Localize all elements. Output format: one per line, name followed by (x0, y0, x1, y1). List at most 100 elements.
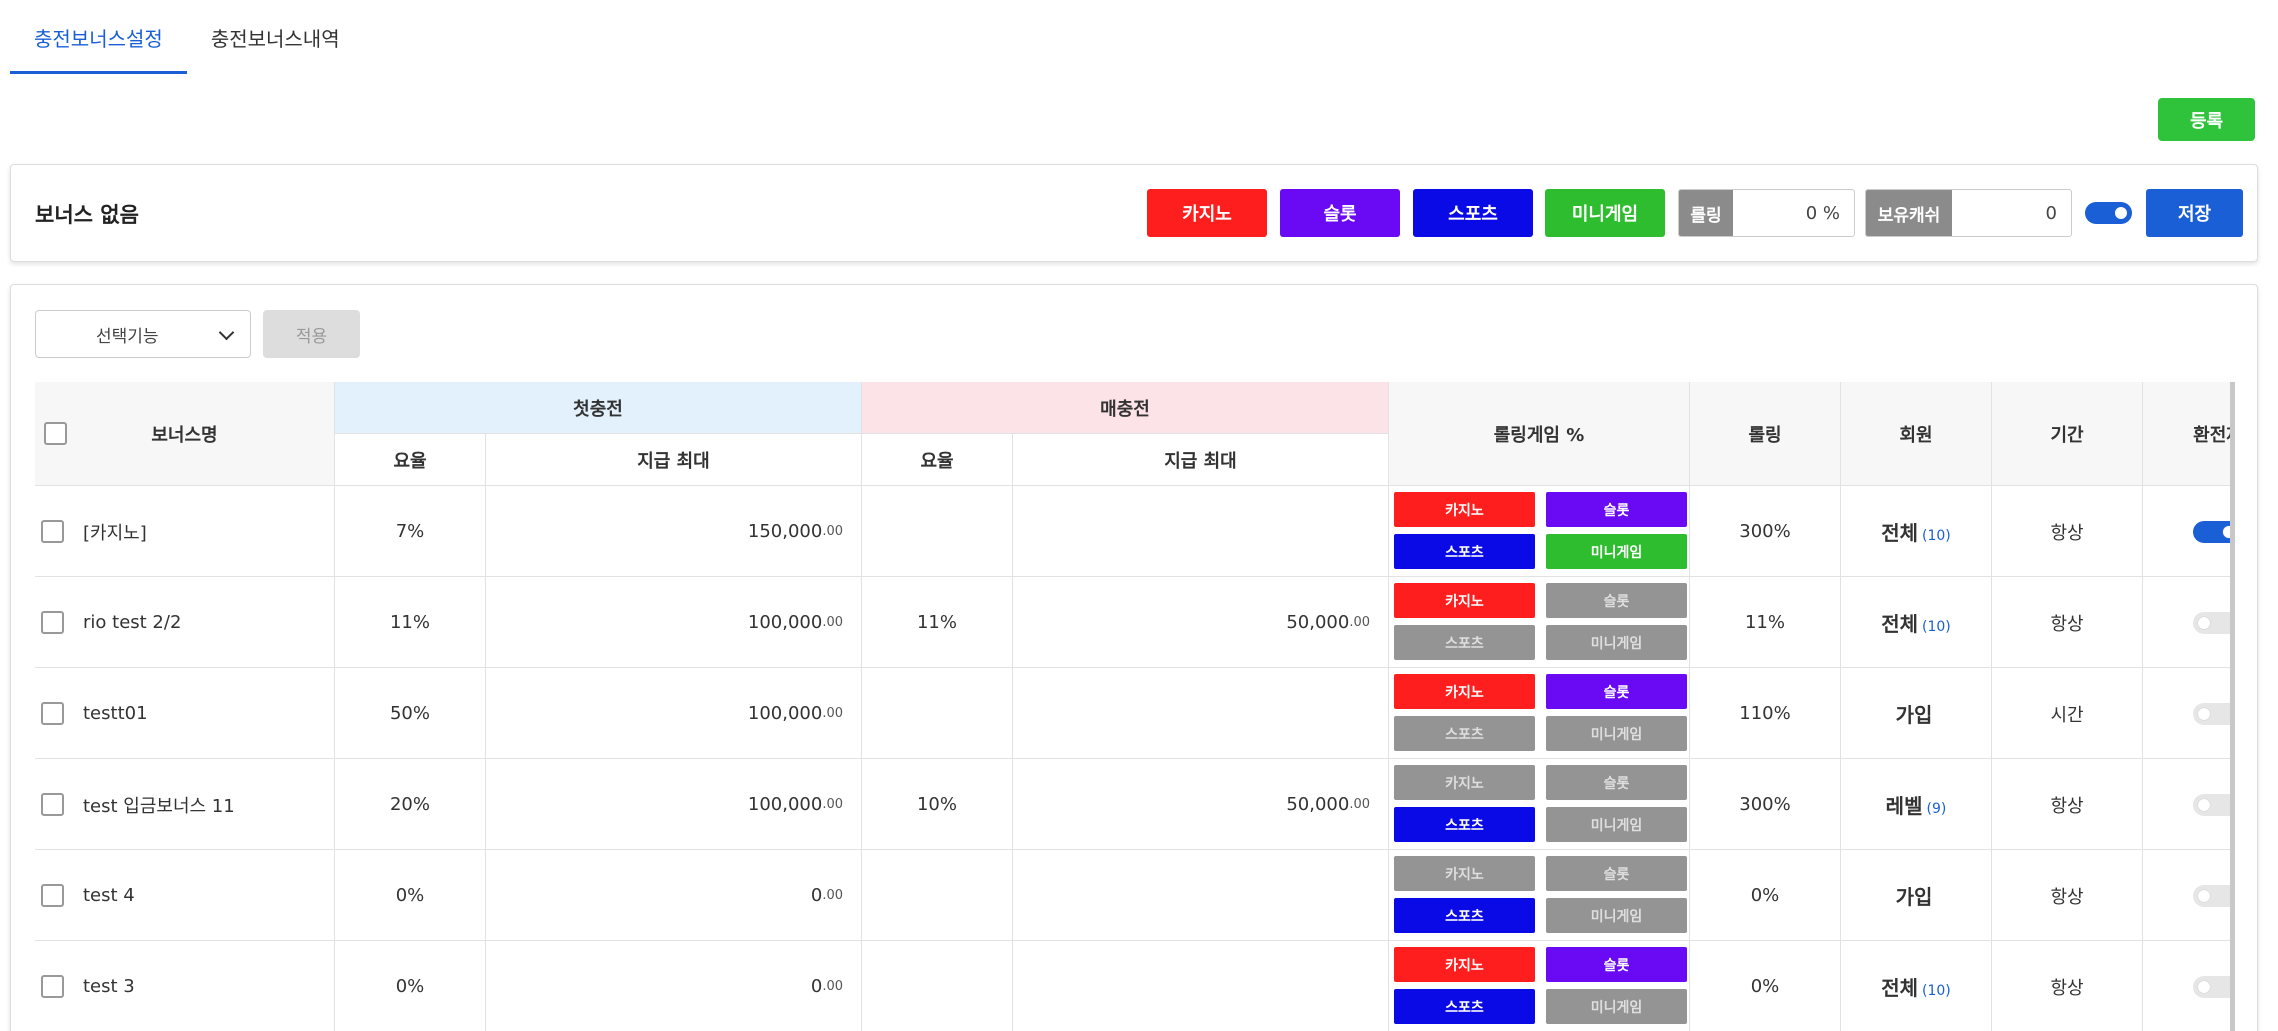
first-max: 0 (810, 976, 823, 997)
minigame-chip[interactable]: 미니게임 (1546, 898, 1687, 933)
exchange-cell (2143, 850, 2230, 941)
casino-game-button[interactable]: 카지노 (1147, 189, 1267, 237)
row-checkbox[interactable] (41, 520, 64, 543)
casino-chip[interactable]: 카지노 (1394, 583, 1535, 618)
every-max-cell: 50,000.00 (1013, 759, 1389, 850)
tab-bonus-settings[interactable]: 충전보너스설정 (10, 0, 187, 74)
slot-chip[interactable]: 슬롯 (1546, 583, 1687, 618)
rolling-value: 0% (1690, 850, 1841, 941)
bonus-name: test 4 (83, 885, 135, 906)
exchange-toggle[interactable] (2193, 703, 2230, 725)
minigame-chip[interactable]: 미니게임 (1546, 807, 1687, 842)
table-row: test 입금보너스 11 20% 100,000.00 10% 50,000.00 카지… (35, 759, 2230, 850)
member-count-link[interactable]: (10) (1922, 619, 1951, 635)
exchange-toggle[interactable] (2193, 612, 2230, 634)
slot-chip[interactable]: 슬롯 (1546, 856, 1687, 891)
member-count-link[interactable]: (10) (1922, 983, 1951, 999)
member-cell: 레벨 (9) (1841, 759, 1992, 850)
sports-chip[interactable]: 스포츠 (1394, 716, 1535, 751)
member-count-link[interactable]: (10) (1922, 528, 1951, 544)
header-name: 보너스명 (151, 424, 218, 446)
exchange-cell (2143, 668, 2230, 759)
no-bonus-toggle[interactable] (2085, 202, 2132, 224)
slot-chip[interactable]: 슬롯 (1546, 765, 1687, 800)
first-max-decimal: .00 (822, 524, 843, 539)
minigame-button[interactable]: 미니게임 (1545, 189, 1665, 237)
tab-bonus-history[interactable]: 충전보너스내역 (210, 26, 340, 51)
every-max-cell (1013, 850, 1389, 941)
header-exchange: 환전제 (2143, 382, 2230, 486)
sports-game-button[interactable]: 스포츠 (1413, 189, 1533, 237)
exchange-toggle[interactable] (2193, 794, 2230, 816)
sports-chip[interactable]: 스포츠 (1394, 807, 1535, 842)
row-checkbox[interactable] (41, 611, 64, 634)
bonus-name-cell: rio test 2/2 (35, 577, 335, 668)
action-select[interactable]: 선택기능 (35, 310, 251, 358)
casino-chip[interactable]: 카지노 (1394, 492, 1535, 527)
row-checkbox[interactable] (41, 975, 64, 998)
first-max: 0 (810, 885, 823, 906)
first-rate: 11% (335, 577, 486, 668)
cash-input-group[interactable]: 보유캐쉬 0 (1865, 189, 2072, 237)
rolling-input-group[interactable]: 롤링 0 % (1678, 189, 1855, 237)
casino-chip[interactable]: 카지노 (1394, 947, 1535, 982)
exchange-cell (2143, 577, 2230, 668)
header-first-charge: 첫충전 (335, 382, 862, 434)
casino-chip[interactable]: 카지노 (1394, 674, 1535, 709)
every-rate: 10% (862, 759, 1013, 850)
header-member: 회원 (1841, 382, 1992, 486)
first-max-decimal: .00 (822, 706, 843, 721)
select-all-checkbox[interactable] (44, 422, 67, 445)
member-cell: 전체 (10) (1841, 486, 1992, 577)
member-count-link[interactable]: (9) (1926, 801, 1947, 817)
bonus-list-card: 선택기능 적용 보너스명 첫충전 매충전 요율 지급 최대 요율 지급 최대 롤… (10, 284, 2258, 1031)
exchange-toggle[interactable] (2193, 885, 2230, 907)
exchange-toggle[interactable] (2193, 521, 2230, 543)
member-type: 레벨 (1885, 794, 1923, 818)
minigame-chip[interactable]: 미니게임 (1546, 625, 1687, 660)
sports-chip[interactable]: 스포츠 (1394, 989, 1535, 1024)
cash-input[interactable]: 0 (2045, 202, 2057, 224)
header-period: 기간 (1992, 382, 2143, 486)
casino-chip[interactable]: 카지노 (1394, 765, 1535, 800)
rolling-value: 0% (1690, 941, 1841, 1031)
minigame-chip[interactable]: 미니게임 (1546, 534, 1687, 569)
sports-chip[interactable]: 스포츠 (1394, 534, 1535, 569)
casino-chip[interactable]: 카지노 (1394, 856, 1535, 891)
rolling-input[interactable]: 0 % (1805, 202, 1840, 224)
row-checkbox[interactable] (41, 702, 64, 725)
first-max: 100,000 (747, 612, 823, 633)
apply-button[interactable]: 적용 (263, 310, 360, 358)
every-rate (862, 941, 1013, 1031)
sports-chip[interactable]: 스포츠 (1394, 625, 1535, 660)
bonus-name: testt01 (83, 703, 148, 724)
sports-chip[interactable]: 스포츠 (1394, 898, 1535, 933)
minigame-chip[interactable]: 미니게임 (1546, 716, 1687, 751)
first-max-decimal: .00 (822, 979, 843, 994)
no-bonus-card: 보너스 없음 카지노 슬롯 스포츠 미니게임 롤링 0 % 보유캐쉬 0 저장 (10, 164, 2258, 262)
member-cell: 전체 (10) (1841, 577, 1992, 668)
every-max: 50,000 (1286, 612, 1350, 633)
every-max-cell (1013, 941, 1389, 1031)
slot-chip[interactable]: 슬롯 (1546, 947, 1687, 982)
minigame-chip[interactable]: 미니게임 (1546, 989, 1687, 1024)
row-checkbox[interactable] (41, 793, 64, 816)
header-rolling-game: 롤링게임 % (1389, 382, 1690, 486)
row-checkbox[interactable] (41, 884, 64, 907)
first-rate: 0% (335, 941, 486, 1031)
exchange-toggle[interactable] (2193, 976, 2230, 998)
slot-chip[interactable]: 슬롯 (1546, 492, 1687, 527)
slot-game-button[interactable]: 슬롯 (1280, 189, 1400, 237)
bonus-name-cell: testt01 (35, 668, 335, 759)
first-max: 100,000 (747, 703, 823, 724)
bonus-name: [카지노] (83, 522, 147, 544)
save-button[interactable]: 저장 (2146, 189, 2243, 237)
register-button[interactable]: 등록 (2158, 98, 2255, 141)
header-name-cell: 보너스명 (35, 382, 335, 486)
slot-chip[interactable]: 슬롯 (1546, 674, 1687, 709)
every-max-decimal: .00 (1349, 797, 1370, 812)
action-select-label: 선택기능 (96, 326, 159, 347)
